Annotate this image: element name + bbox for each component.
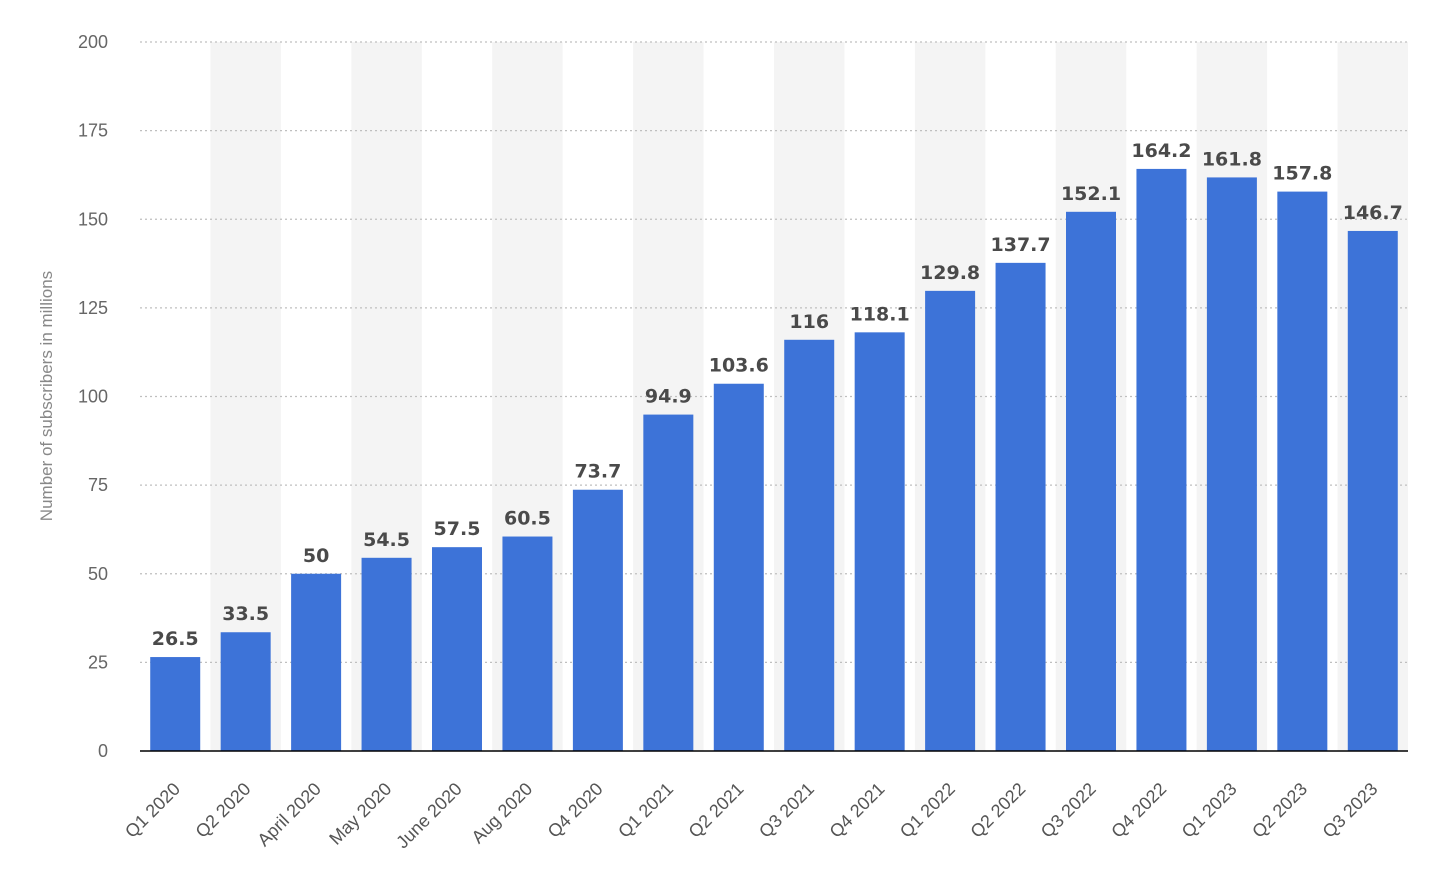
y-tick-label: 75 xyxy=(88,475,108,495)
bar xyxy=(784,339,835,751)
data-label: 116 xyxy=(789,311,829,333)
bars xyxy=(150,168,1398,752)
data-label: 146.7 xyxy=(1343,202,1403,224)
bar xyxy=(572,489,623,751)
x-tick-label: June 2020 xyxy=(392,779,466,853)
x-tick-label: Q1 2020 xyxy=(121,779,184,842)
bar xyxy=(220,632,271,751)
bar xyxy=(502,536,553,751)
data-label: 60.5 xyxy=(504,508,551,530)
data-label: 73.7 xyxy=(574,461,621,483)
bar xyxy=(713,383,764,751)
y-tick-label: 125 xyxy=(78,298,108,318)
bar xyxy=(432,547,482,751)
y-tick-label: 100 xyxy=(78,387,108,407)
bar xyxy=(1277,191,1328,751)
y-axis-title: Number of subscribers in millions xyxy=(37,271,56,521)
bar xyxy=(1136,168,1187,751)
bar xyxy=(150,657,201,751)
bar xyxy=(361,557,412,751)
bar xyxy=(1347,230,1398,752)
x-tick-label: Q2 2021 xyxy=(685,779,748,842)
data-label: 50 xyxy=(303,545,329,567)
x-tick-label: Q2 2022 xyxy=(966,779,1029,842)
x-tick-label: Q4 2021 xyxy=(826,779,889,842)
y-tick-label: 25 xyxy=(88,652,108,672)
bar xyxy=(1066,211,1116,752)
bar xyxy=(925,290,976,751)
bar xyxy=(995,262,1046,751)
data-label: 161.8 xyxy=(1202,148,1262,170)
x-tick-label: Q4 2020 xyxy=(544,779,607,842)
x-tick-label: Q1 2021 xyxy=(614,779,677,842)
y-tick-label: 150 xyxy=(78,209,108,229)
x-tick-label: Q2 2020 xyxy=(192,779,255,842)
y-tick-label: 0 xyxy=(98,741,108,761)
data-label: 152.1 xyxy=(1061,183,1121,205)
x-tick-label: Q4 2022 xyxy=(1107,779,1170,842)
x-tick-label: Q3 2023 xyxy=(1319,779,1382,842)
data-label: 54.5 xyxy=(363,529,410,551)
x-tick-label: Q3 2022 xyxy=(1037,779,1100,842)
x-tick-label: Q2 2023 xyxy=(1248,779,1311,842)
data-label: 103.6 xyxy=(709,355,769,377)
x-tick-label: Aug 2020 xyxy=(468,779,537,848)
data-label: 33.5 xyxy=(222,603,269,625)
y-tick-label: 50 xyxy=(88,564,108,584)
bar xyxy=(643,414,694,751)
y-tick-label: 175 xyxy=(78,121,108,141)
x-tick-label: Q1 2022 xyxy=(896,779,959,842)
data-label: 164.2 xyxy=(1131,140,1191,162)
data-labels: 26.5 33.5 50 54.5 57.5 60.5 73.7 94.9 103.6 116 11… xyxy=(152,140,1403,650)
y-tick-label: 200 xyxy=(78,32,108,52)
bar xyxy=(291,573,342,751)
data-label: 94.9 xyxy=(645,386,692,408)
bar xyxy=(854,332,905,751)
y-gridlines xyxy=(140,41,1408,663)
y-axis-ticks: 0 25 50 75 100 125 150 175 200 xyxy=(78,32,108,761)
data-label: 129.8 xyxy=(920,262,980,284)
bar xyxy=(1206,177,1257,751)
data-label: 57.5 xyxy=(434,518,481,540)
x-tick-label: April 2020 xyxy=(253,779,324,850)
data-label: 137.7 xyxy=(991,234,1051,256)
x-tick-label: Q3 2021 xyxy=(755,779,818,842)
x-tick-label: Q1 2023 xyxy=(1178,779,1241,842)
data-label: 118.1 xyxy=(850,303,910,325)
data-label: 26.5 xyxy=(152,628,199,650)
x-tick-label: May 2020 xyxy=(325,779,395,849)
data-label: 157.8 xyxy=(1272,163,1332,185)
